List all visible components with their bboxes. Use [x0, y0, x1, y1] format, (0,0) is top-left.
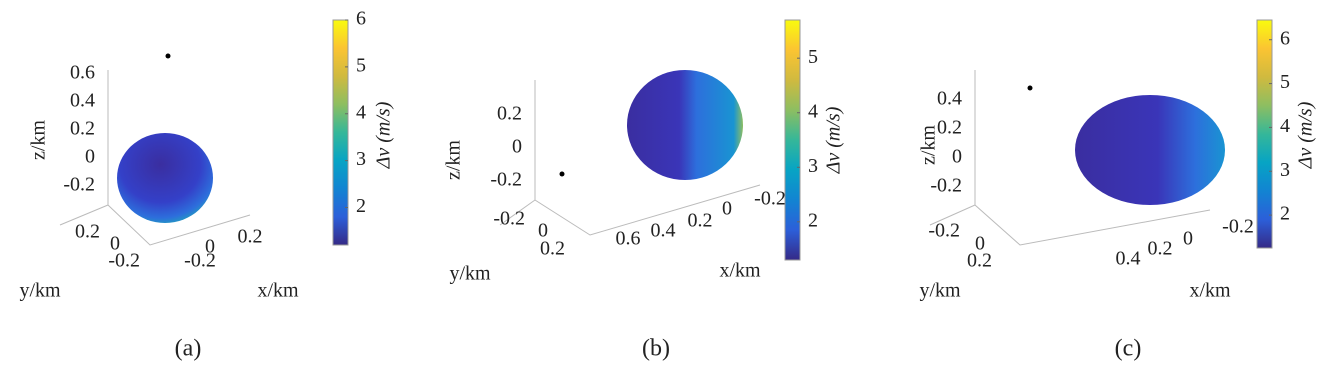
surface	[117, 133, 213, 223]
colorbar-tick-label: 5	[356, 54, 366, 76]
z-tick-label: 0	[952, 146, 962, 168]
point	[165, 53, 171, 59]
x-tick-label: 0	[1183, 228, 1193, 250]
y-tick-label: -0.2	[928, 220, 960, 242]
panel-b-layout	[499, 70, 761, 236]
surface	[627, 70, 743, 180]
colorbar	[332, 19, 349, 246]
colorbar-label: Δv (m/s)	[823, 106, 845, 174]
colorbar-tick-label: 2	[1280, 203, 1290, 225]
panel-label: (a)	[175, 336, 202, 362]
x-tick-label: 0	[722, 198, 732, 220]
x-tick-label: 0.4	[651, 220, 676, 242]
z-tick-label: 0	[85, 146, 95, 168]
z-tick-label: -0.2	[930, 175, 962, 197]
x-tick-label: -0.2	[184, 250, 216, 272]
colorbar-tick-label: 5	[808, 46, 818, 68]
point	[1027, 85, 1033, 91]
x-tick-label: -0.2	[754, 188, 786, 210]
z-tick-label: 0.2	[70, 118, 95, 140]
colorbar-tick-label: 5	[1280, 71, 1290, 93]
point	[559, 171, 565, 177]
colorbar-tick-label: 2	[356, 195, 366, 217]
colorbar-tick-label: 2	[808, 209, 818, 231]
colorbar-tick-label: 4	[1280, 115, 1290, 137]
z-axis-label: z/km	[918, 125, 940, 165]
z-tick-label: 0.4	[937, 88, 962, 110]
colorbar-tick-label: 3	[808, 155, 818, 177]
x-tick-label: 0	[205, 236, 215, 258]
z-tick-label: -0.2	[490, 169, 522, 191]
z-tick-label: -0.2	[63, 174, 95, 196]
colorbar	[784, 19, 801, 261]
y-tick-label: 0.2	[75, 221, 100, 243]
colorbar-tick-label: 6	[356, 8, 366, 30]
y-tick-label: 0.2	[540, 238, 565, 260]
y-axis-label: y/km	[449, 263, 491, 285]
y-tick-label: 0.2	[967, 250, 992, 272]
z-tick-label: 0.6	[70, 62, 95, 84]
colorbar-label: Δv (m/s)	[1295, 101, 1317, 169]
x-axis-label: x/km	[257, 280, 299, 302]
y-axis-label: y/km	[919, 280, 961, 302]
colorbar-label: Δv (m/s)	[373, 101, 395, 169]
colorbar-tick-label: 3	[356, 148, 366, 170]
z-tick-label: 0.2	[497, 103, 522, 125]
colorbar-tick-label: 4	[356, 101, 366, 123]
z-tick-label: 0.4	[70, 90, 95, 112]
y-tick-label: 0	[538, 220, 548, 242]
z-axis-label: z/km	[28, 120, 50, 160]
y-tick-label: 0	[975, 233, 985, 255]
z-tick-label: 0.2	[937, 117, 962, 139]
x-tick-label: 0.6	[616, 228, 641, 250]
x-tick-label: 0.2	[1148, 238, 1173, 260]
x-tick-label: 0.2	[688, 210, 713, 232]
x-tick-label: -0.2	[1222, 216, 1254, 238]
surface	[1075, 95, 1225, 205]
x-axis-label: x/km	[1189, 280, 1231, 302]
x-axis-label: x/km	[719, 260, 761, 282]
colorbar	[1256, 19, 1273, 249]
colorbar-tick-label: 3	[1280, 159, 1290, 181]
colorbar-tick-label: 4	[808, 100, 818, 122]
y-tick-label: -0.2	[108, 250, 140, 272]
y-tick-label: -0.2	[493, 208, 525, 230]
panel-label: (c)	[1115, 336, 1142, 362]
z-axis-label: z/km	[443, 140, 465, 180]
z-tick-label: 0	[512, 136, 522, 158]
panel-c-layout	[929, 70, 1225, 246]
x-tick-label: 0.4	[1116, 248, 1141, 270]
colorbar-tick-label: 6	[1280, 27, 1290, 49]
panel-label: (b)	[642, 336, 670, 362]
x-tick-label: 0.2	[238, 226, 263, 248]
y-tick-label: 0	[110, 233, 120, 255]
panel-a-layout	[59, 53, 251, 246]
y-axis-label: y/km	[19, 280, 61, 302]
